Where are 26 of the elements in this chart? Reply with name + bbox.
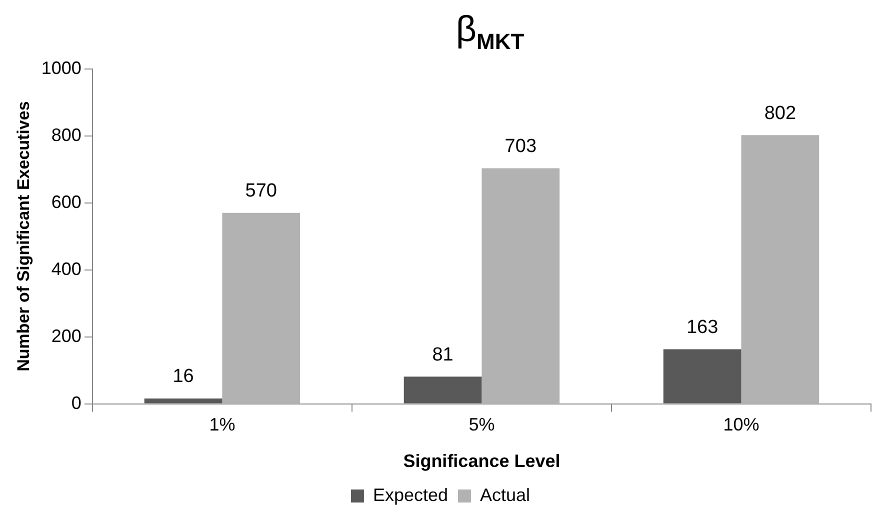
data-label: 570 — [245, 180, 277, 202]
chart-title: β$_{MKT}$ — [454, 8, 526, 56]
data-label: 16 — [172, 366, 194, 388]
data-label: 802 — [764, 102, 796, 124]
bar — [144, 398, 222, 404]
y-tick-label: 0 — [71, 392, 82, 413]
bar — [663, 349, 742, 404]
bar — [741, 135, 820, 404]
y-axis-title: Number of Significant Executives — [14, 101, 33, 372]
data-label: 703 — [504, 136, 536, 158]
legend-label: Expected — [372, 484, 448, 505]
bar — [482, 168, 560, 404]
x-tick-label: 1% — [209, 414, 236, 435]
bar — [222, 212, 300, 404]
data-label: 163 — [686, 316, 718, 338]
x-tick-label: 10% — [723, 414, 760, 435]
bar — [404, 376, 482, 404]
legend-label: Actual — [480, 484, 530, 505]
data-label: 81 — [432, 344, 454, 366]
y-tick-label: 800 — [51, 124, 82, 145]
y-tick-label: 400 — [51, 258, 82, 279]
y-tick-label: 600 — [51, 192, 82, 212]
x-tick-label: 5% — [468, 414, 495, 435]
x-axis-title: Significance Level — [403, 451, 560, 472]
y-tick-label: 200 — [51, 326, 82, 346]
y-tick-label: 1000 — [41, 58, 82, 78]
